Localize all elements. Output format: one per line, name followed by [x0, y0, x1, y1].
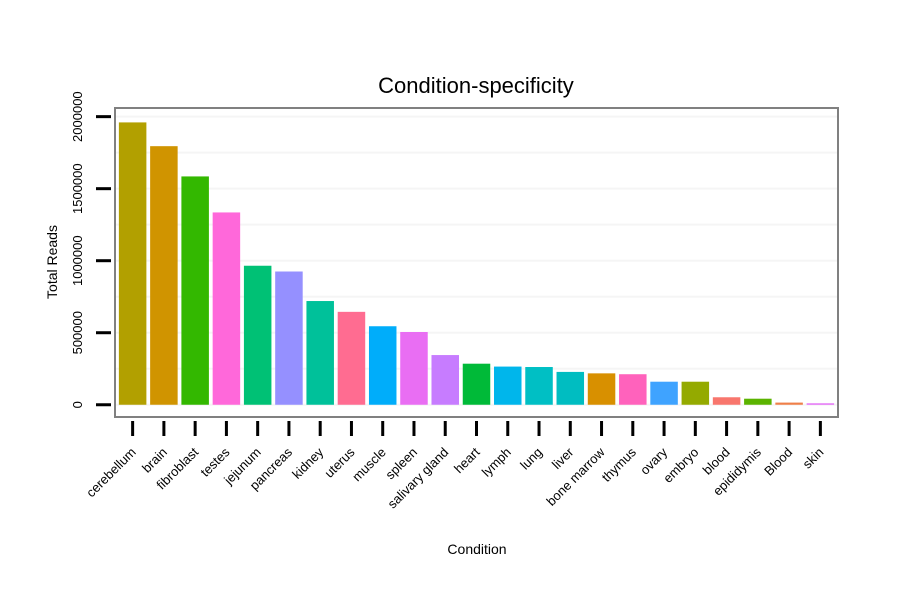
bar-muscle	[369, 326, 397, 405]
bar-pancreas	[275, 272, 303, 405]
x-axis-title: Condition	[447, 541, 506, 557]
x-tick-label: embryo	[660, 445, 701, 486]
bar-cerebellum	[119, 122, 147, 404]
y-axis: 0 500000 1000000 1500000 2000000	[70, 91, 111, 408]
bar-jejunum	[244, 266, 272, 405]
bar-ovary	[650, 382, 678, 405]
bar-kidney	[306, 301, 334, 405]
x-tick-label: heart	[451, 444, 483, 476]
bar-lymph	[494, 367, 522, 405]
y-tick-label: 0	[70, 401, 85, 408]
bar-heart	[463, 364, 491, 405]
x-tick-label: cerebellum	[83, 445, 139, 501]
x-axis: cerebellum brainfibroblasttestesjejunumpa…	[83, 421, 826, 511]
bar-skin	[807, 403, 835, 404]
x-tick-label: lymph	[479, 445, 514, 480]
x-tick-label: kidney	[289, 444, 327, 482]
x-tick-label: muscle	[349, 445, 389, 485]
bar-lung	[525, 367, 553, 405]
chart-title: Condition-specificity	[378, 73, 574, 98]
x-tick-label: lung	[517, 445, 545, 473]
bar-chart: Condition-specificity 0 500000 1000000 1500…	[0, 0, 900, 600]
bars	[119, 122, 834, 404]
bar-epididymis	[744, 399, 772, 405]
bar-embryo	[682, 382, 710, 405]
bar-brain	[150, 146, 178, 405]
bar-bone-marrow	[588, 373, 616, 404]
y-tick-label: 2000000	[70, 91, 85, 142]
bar-liver	[557, 372, 585, 405]
x-tick-label: bone marrow	[543, 444, 608, 509]
x-tick-label: Blood	[761, 445, 795, 479]
y-tick-label: 1500000	[70, 163, 85, 214]
y-tick-label: 500000	[70, 311, 85, 354]
bar-salivary-gland	[431, 355, 459, 405]
bar-thymus	[619, 374, 647, 405]
x-tick-label: skin	[800, 445, 827, 472]
bar-uterus	[338, 312, 366, 405]
y-tick-label: 1000000	[70, 235, 85, 286]
bar-fibroblast	[181, 176, 209, 404]
bar-blood	[775, 403, 803, 405]
bar-testes	[213, 212, 241, 404]
bar-spleen	[400, 332, 428, 405]
y-axis-title: Total Reads	[44, 225, 60, 299]
x-tick-label: thymus	[599, 444, 640, 485]
bar-blood	[713, 397, 741, 404]
